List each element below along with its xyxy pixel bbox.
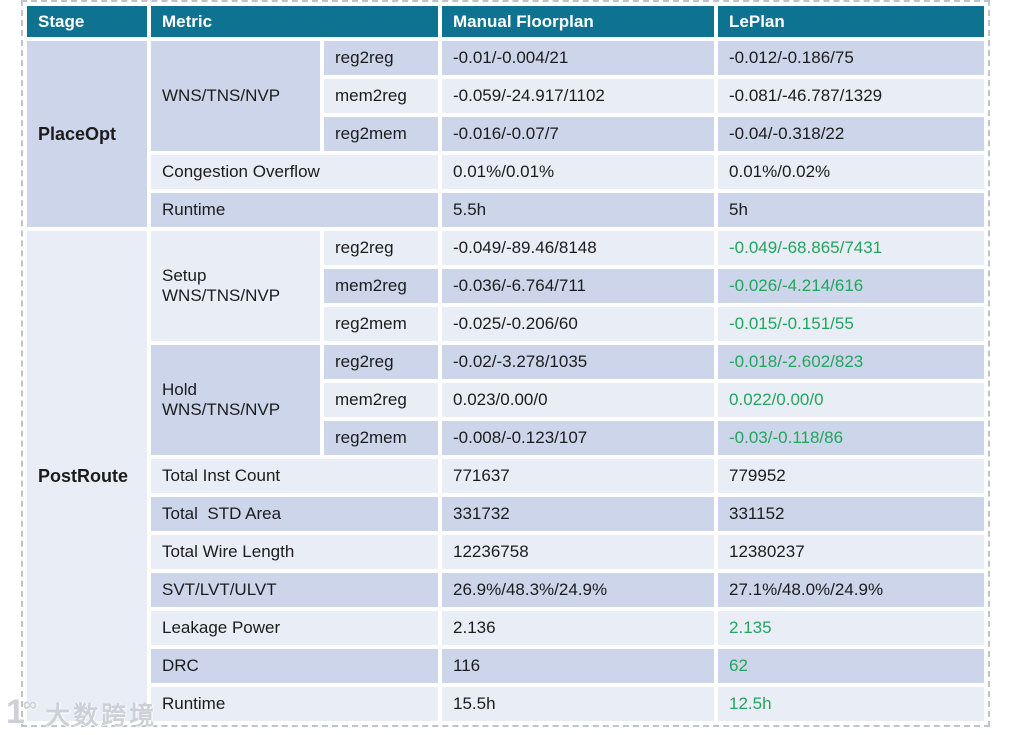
manual-value-cell: -0.059/-24.917/1102 <box>442 79 715 113</box>
header-metric: Metric <box>151 6 439 37</box>
manual-value-cell: 771637 <box>442 459 715 493</box>
table-row: Total Inst Count 771637 779952 <box>27 459 984 493</box>
header-stage: Stage <box>27 6 147 37</box>
manual-value-cell: 15.5h <box>442 687 715 721</box>
leplan-value-cell: -0.012/-0.186/75 <box>718 41 984 75</box>
leplan-value-cell: 5h <box>718 193 984 227</box>
watermark: 1∞ 大数跨境 <box>6 695 157 729</box>
manual-value-cell: -0.016/-0.07/7 <box>442 117 715 151</box>
submetric-cell: reg2reg <box>324 41 439 75</box>
manual-value-cell: -0.02/-3.278/1035 <box>442 345 715 379</box>
table-row: Total STD Area 331732 331152 <box>27 497 984 531</box>
submetric-cell: reg2reg <box>324 345 439 379</box>
manual-value-cell: 2.136 <box>442 611 715 645</box>
floorplan-comparison-table: Stage Metric Manual Floorplan LePlan Pla… <box>23 2 988 725</box>
metric-cell: Runtime <box>151 193 439 227</box>
table-row: mem2reg -0.059/-24.917/1102 -0.081/-46.7… <box>27 79 984 113</box>
submetric-cell: reg2reg <box>324 231 439 265</box>
manual-value-cell: 0.01%/0.01% <box>442 155 715 189</box>
leplan-value-cell: 2.135 <box>718 611 984 645</box>
submetric-cell: mem2reg <box>324 383 439 417</box>
leplan-value-cell: -0.03/-0.118/86 <box>718 421 984 455</box>
leplan-value-cell: 62 <box>718 649 984 683</box>
submetric-cell: reg2mem <box>324 117 439 151</box>
manual-value-cell: 26.9%/48.3%/24.9% <box>442 573 715 607</box>
header-row: Stage Metric Manual Floorplan LePlan <box>27 6 984 37</box>
table-row: reg2mem -0.025/-0.206/60 -0.015/-0.151/5… <box>27 307 984 341</box>
submetric-cell: mem2reg <box>324 269 439 303</box>
metric-cell: Leakage Power <box>151 611 439 645</box>
table-row: mem2reg -0.036/-6.764/711 -0.026/-4.214/… <box>27 269 984 303</box>
metric-cell: Total STD Area <box>151 497 439 531</box>
manual-value-cell: -0.025/-0.206/60 <box>442 307 715 341</box>
table-row: Hold WNS/TNS/NVP reg2reg -0.02/-3.278/10… <box>27 345 984 455</box>
table-row: Total Wire Length 12236758 12380237 <box>27 535 984 569</box>
leplan-value-cell: 331152 <box>718 497 984 531</box>
manual-value-cell: 5.5h <box>442 193 715 227</box>
manual-value-cell: -0.008/-0.123/107 <box>442 421 715 455</box>
watermark-logo-icon: 1∞ <box>6 693 38 731</box>
submetric-cell: reg2mem <box>324 307 439 341</box>
leplan-value-cell: 779952 <box>718 459 984 493</box>
manual-value-cell: 331732 <box>442 497 715 531</box>
table-row: reg2mem -0.008/-0.123/107 -0.03/-0.118/8… <box>27 421 984 455</box>
submetric-cell: mem2reg <box>324 79 439 113</box>
manual-value-cell: 116 <box>442 649 715 683</box>
table-row: mem2reg 0.023/0.00/0 0.022/0.00/0 <box>27 383 984 417</box>
metric-group-cell-setup: Setup WNS/TNS/NVP <box>151 231 320 341</box>
leplan-value-cell: 12.5h <box>718 687 984 721</box>
table-row: Runtime 5.5h 5h <box>27 193 984 227</box>
leplan-value-cell: 0.01%/0.02% <box>718 155 984 189</box>
metric-cell: Congestion Overflow <box>151 155 439 189</box>
metric-cell: Total Inst Count <box>151 459 439 493</box>
table-row: PlaceOpt WNS/TNS/NVP reg2reg -0.01/-0.00… <box>27 41 984 227</box>
manual-value-cell: -0.036/-6.764/711 <box>442 269 715 303</box>
leplan-value-cell: -0.049/-68.865/7431 <box>718 231 984 265</box>
manual-value-cell: 12236758 <box>442 535 715 569</box>
manual-value-cell: 0.023/0.00/0 <box>442 383 715 417</box>
leplan-value-cell: -0.026/-4.214/616 <box>718 269 984 303</box>
header-leplan: LePlan <box>718 6 984 37</box>
metric-group-cell-hold: Hold WNS/TNS/NVP <box>151 345 320 455</box>
metric-cell: SVT/LVT/ULVT <box>151 573 439 607</box>
submetric-cell: reg2mem <box>324 421 439 455</box>
metric-group-cell: WNS/TNS/NVP <box>151 41 320 151</box>
header-manual-floorplan: Manual Floorplan <box>442 6 715 37</box>
leplan-value-cell: 12380237 <box>718 535 984 569</box>
table-row: Runtime 15.5h 12.5h <box>27 687 984 721</box>
comparison-table-frame: Stage Metric Manual Floorplan LePlan Pla… <box>21 0 990 727</box>
leplan-value-cell: -0.018/-2.602/823 <box>718 345 984 379</box>
table-row: SVT/LVT/ULVT 26.9%/48.3%/24.9% 27.1%/48.… <box>27 573 984 607</box>
table-row: PostRoute Setup WNS/TNS/NVP reg2reg -0.0… <box>27 231 984 721</box>
table-row: Congestion Overflow 0.01%/0.01% 0.01%/0.… <box>27 155 984 189</box>
infinity-icon: ∞ <box>22 694 38 716</box>
table-row: DRC 116 62 <box>27 649 984 683</box>
leplan-value-cell: -0.081/-46.787/1329 <box>718 79 984 113</box>
leplan-value-cell: 27.1%/48.0%/24.9% <box>718 573 984 607</box>
leplan-value-cell: 0.022/0.00/0 <box>718 383 984 417</box>
table-row: Leakage Power 2.136 2.135 <box>27 611 984 645</box>
leplan-value-cell: -0.015/-0.151/55 <box>718 307 984 341</box>
manual-value-cell: -0.049/-89.46/8148 <box>442 231 715 265</box>
leplan-value-cell: -0.04/-0.318/22 <box>718 117 984 151</box>
table-row: reg2mem -0.016/-0.07/7 -0.04/-0.318/22 <box>27 117 984 151</box>
watermark-text: 大数跨境 <box>45 702 158 730</box>
stage-cell-placeopt: PlaceOpt <box>27 41 147 227</box>
stage-cell-postroute: PostRoute <box>27 231 147 721</box>
metric-cell: Total Wire Length <box>151 535 439 569</box>
metric-cell: Runtime <box>151 687 439 721</box>
metric-cell: DRC <box>151 649 439 683</box>
manual-value-cell: -0.01/-0.004/21 <box>442 41 715 75</box>
